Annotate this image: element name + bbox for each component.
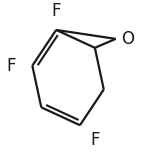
Text: F: F: [51, 2, 61, 20]
Text: F: F: [90, 131, 100, 149]
Text: O: O: [121, 30, 134, 48]
Text: F: F: [7, 57, 16, 75]
